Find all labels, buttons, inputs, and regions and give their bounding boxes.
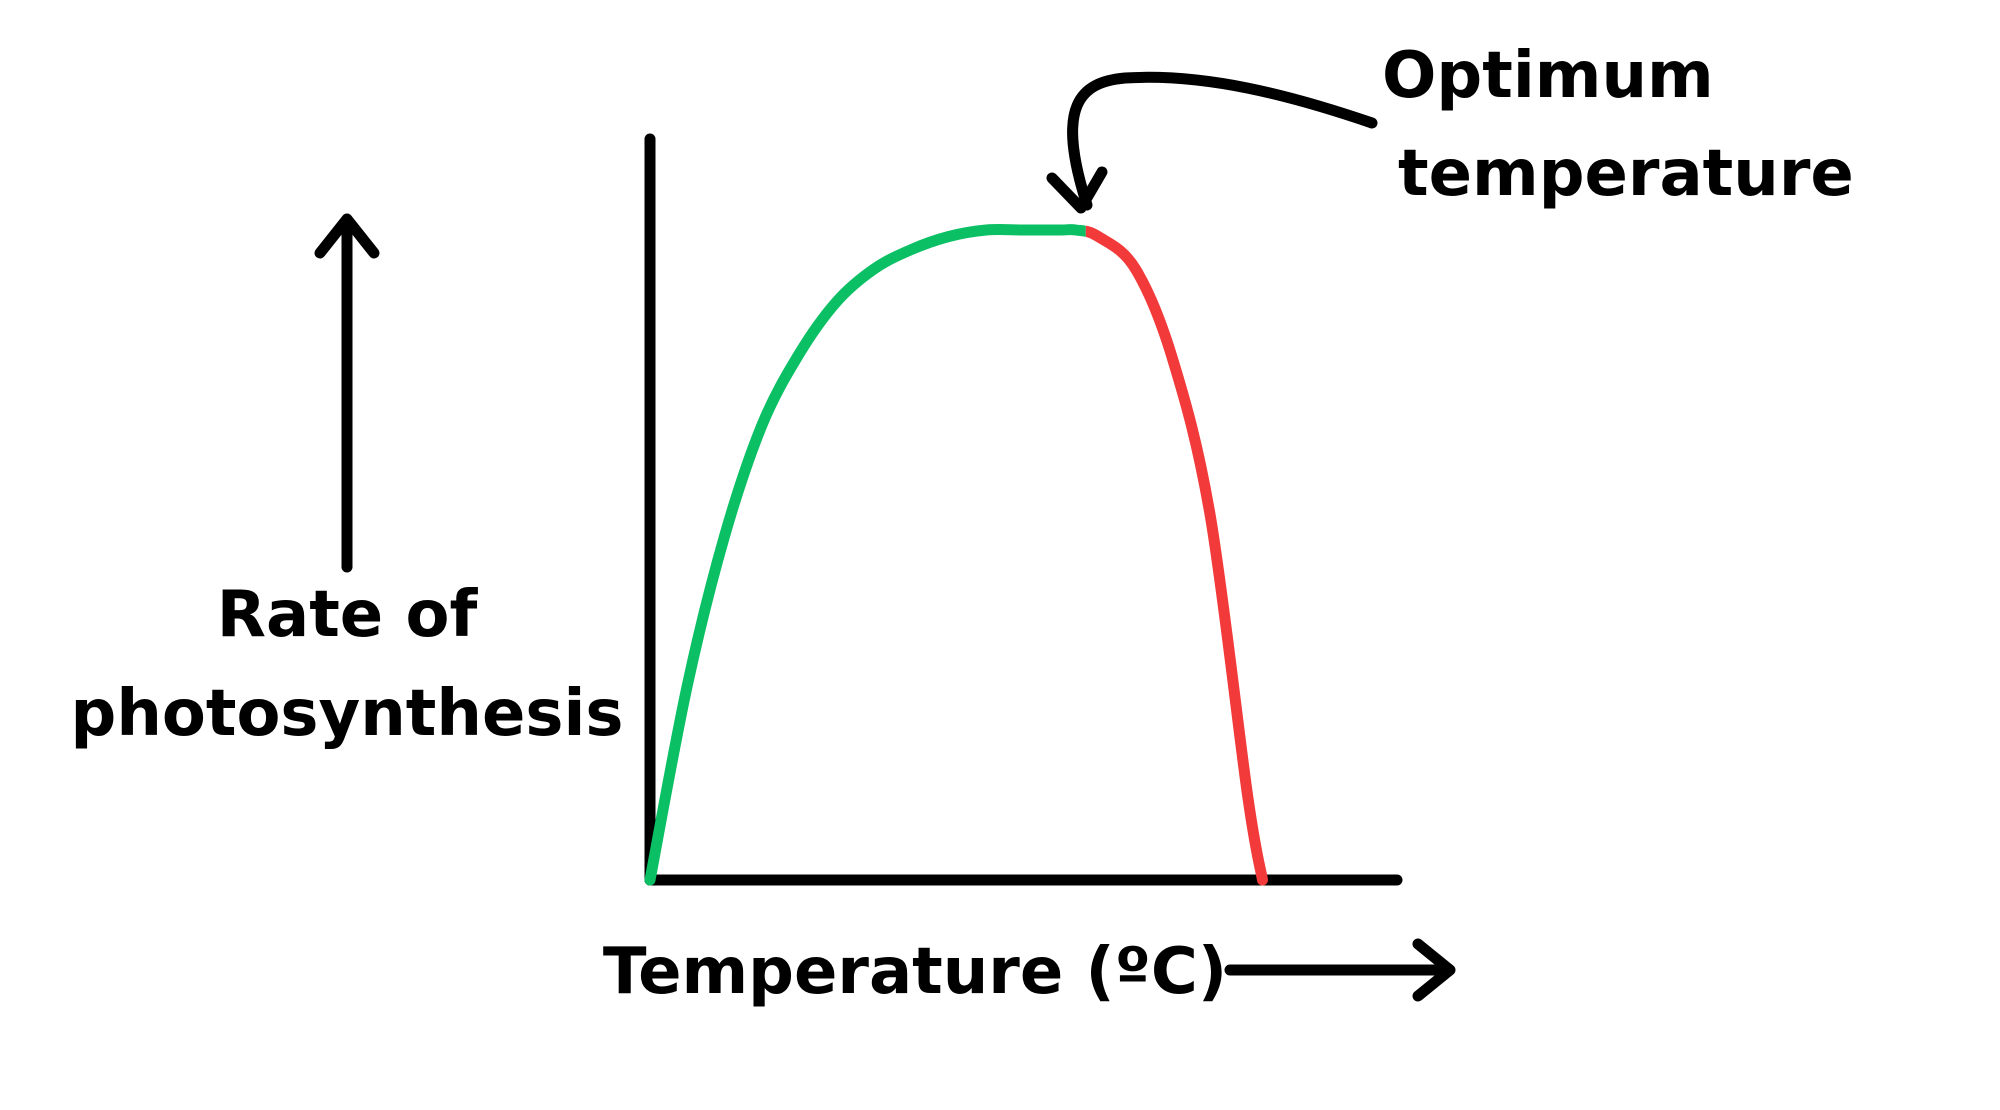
y-axis-label-line1: Rate of	[217, 578, 479, 652]
annotation-label-line2: temperature	[1398, 137, 1854, 211]
x-direction-arrow-icon	[1224, 938, 1456, 1002]
annotation-label-line1: Optimum	[1382, 39, 1714, 113]
optimum-pointer-arrow-icon	[1046, 71, 1378, 214]
x-axis-label: Temperature (ºC)	[603, 935, 1227, 1009]
y-axis-label-line2: photosynthesis	[71, 677, 624, 751]
y-direction-arrow-icon	[314, 213, 380, 573]
curve-falling-segment	[1085, 225, 1268, 886]
curve-rising-segment	[644, 224, 1086, 886]
